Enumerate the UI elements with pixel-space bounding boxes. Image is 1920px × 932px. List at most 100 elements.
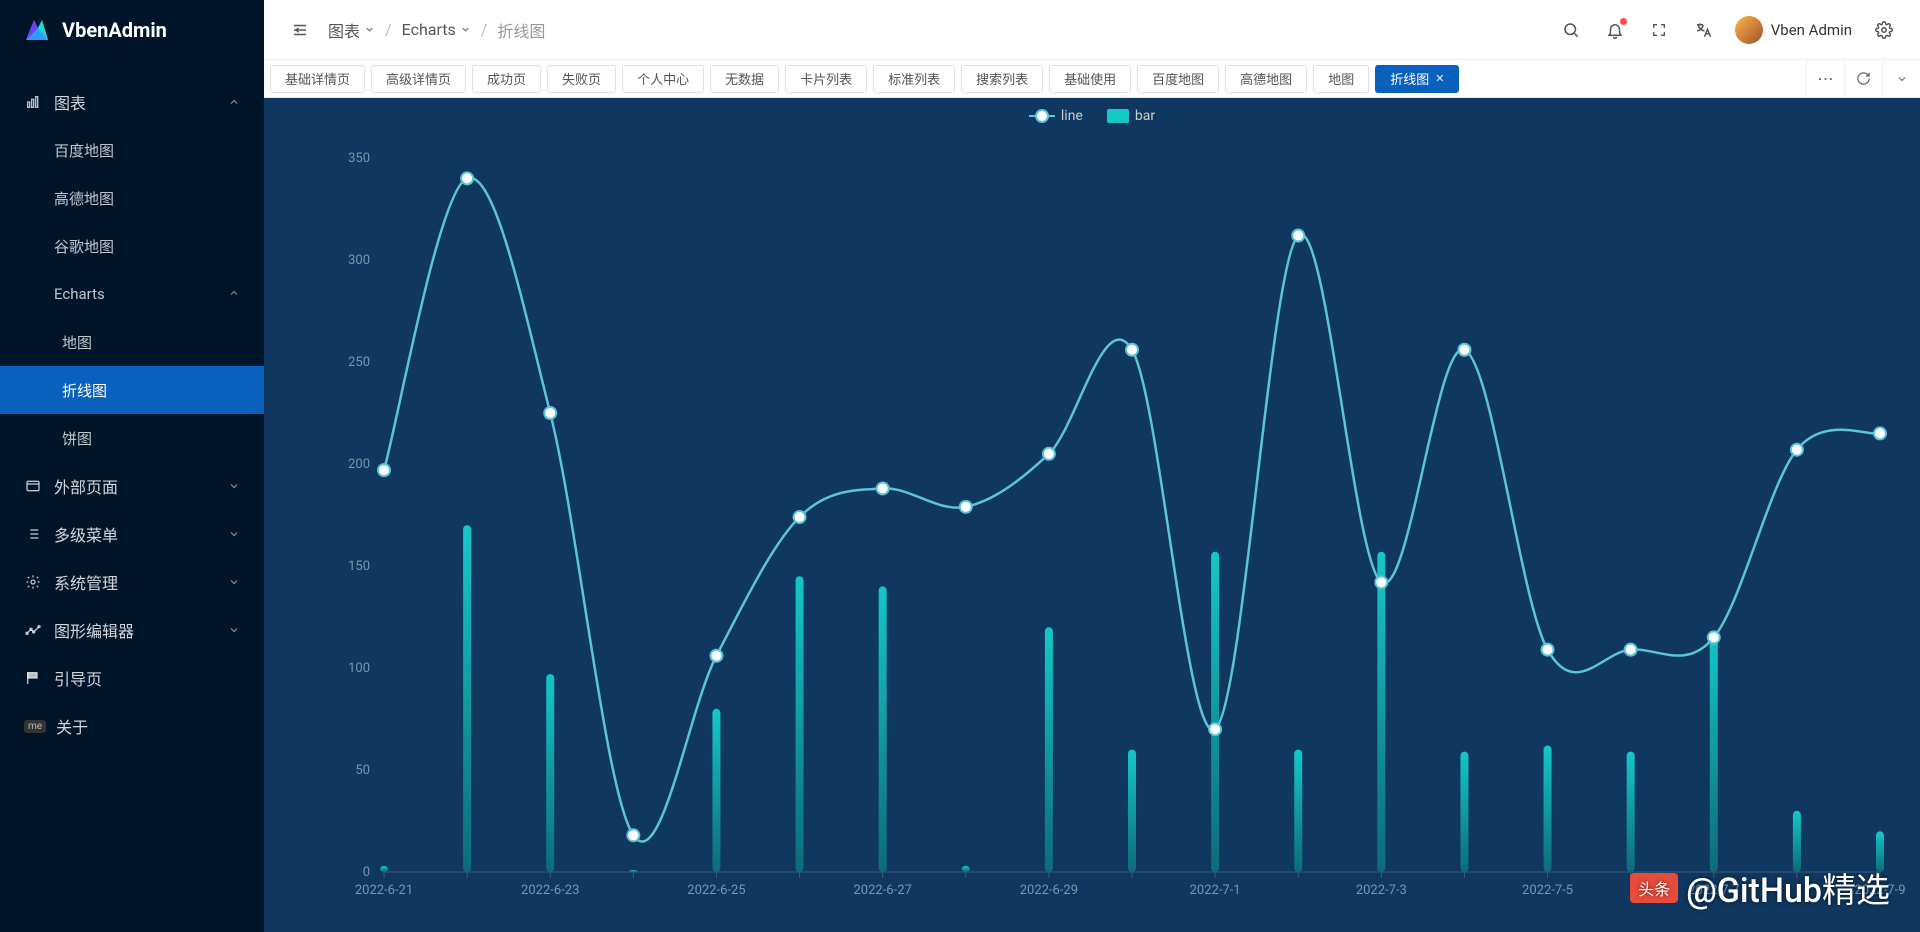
sidebar-item[interactable]: 谷歌地图: [0, 222, 264, 270]
chevron-up-icon: [228, 285, 240, 303]
sidebar-item[interactable]: 外部页面: [0, 462, 264, 510]
tab[interactable]: 高级详情页: [371, 65, 466, 93]
svg-text:250: 250: [348, 355, 370, 370]
sidebar-item-label: 高德地图: [54, 188, 114, 209]
sidebar-item[interactable]: 引导页: [0, 654, 264, 702]
sidebar-item-label: 百度地图: [54, 140, 114, 161]
tab[interactable]: 地图: [1313, 65, 1369, 93]
sidebar-item-label: 饼图: [62, 428, 92, 449]
svg-text:2022-7-1: 2022-7-1: [1190, 883, 1241, 898]
tabs-more-button[interactable]: ⋯: [1806, 60, 1844, 98]
sidebar-item[interactable]: 系统管理: [0, 558, 264, 606]
breadcrumb-item[interactable]: Echarts: [402, 20, 471, 39]
sidebar-item[interactable]: 高德地图: [0, 174, 264, 222]
sidebar-item-label: 引导页: [54, 666, 102, 690]
search-button[interactable]: [1551, 10, 1591, 50]
svg-text:2022-7-7: 2022-7-7: [1688, 883, 1739, 898]
tab-label: 个人中心: [637, 69, 689, 88]
user-menu[interactable]: Vben Admin: [1727, 16, 1860, 44]
sidebar-item-label: 谷歌地图: [54, 236, 114, 257]
tabs-bar: 基础详情页 高级详情页 成功页 失败页 个人中心 无数据卡片列表 标准列表 搜索列表 基础使用 百…: [264, 60, 1920, 98]
chevron-down-icon: [228, 621, 240, 640]
tab-label: 标准列表: [888, 69, 940, 88]
notification-button[interactable]: [1595, 10, 1635, 50]
sidebar-item-label: 关于: [56, 714, 88, 738]
chevron-down-icon: [364, 20, 375, 39]
tab[interactable]: 成功页: [472, 65, 541, 93]
chart-icon: [24, 93, 42, 111]
tab[interactable]: 无数据: [710, 65, 779, 93]
svg-text:2022-7-9: 2022-7-9: [1854, 883, 1905, 898]
sidebar-item-label: 图形编辑器: [54, 618, 134, 642]
svg-text:2022-6-21: 2022-6-21: [355, 883, 413, 898]
legend-line[interactable]: line: [1029, 108, 1083, 124]
chevron-up-icon: [228, 93, 240, 112]
sidebar-item[interactable]: me 关于: [0, 702, 264, 750]
sidebar-item-label: 地图: [62, 332, 92, 353]
tab[interactable]: 搜索列表: [961, 65, 1043, 93]
tab-label: 高德地图: [1240, 69, 1292, 88]
svg-text:100: 100: [348, 661, 370, 676]
svg-text:0: 0: [363, 865, 370, 880]
sidebar-item[interactable]: 图形编辑器: [0, 606, 264, 654]
breadcrumb-item[interactable]: 图表: [328, 18, 375, 42]
sidebar: VbenAdmin 图表百度地图高德地图谷歌地图 Echarts 地图折线图饼图外部…: [0, 0, 264, 932]
tab-label: 百度地图: [1152, 69, 1204, 88]
logo[interactable]: VbenAdmin: [0, 0, 264, 60]
sidebar-item-label: 折线图: [62, 380, 107, 401]
sidebar-item[interactable]: 折线图: [0, 366, 264, 414]
legend-bar[interactable]: bar: [1107, 108, 1155, 124]
locale-button[interactable]: [1683, 10, 1723, 50]
chevron-down-icon: [228, 525, 240, 544]
sidebar-item[interactable]: Echarts: [0, 270, 264, 318]
list-icon: [24, 525, 42, 543]
menu-fold-button[interactable]: [280, 10, 320, 50]
logo-text: VbenAdmin: [62, 18, 167, 42]
fullscreen-button[interactable]: [1639, 10, 1679, 50]
tab[interactable]: 折线图✕: [1375, 65, 1459, 93]
avatar: [1735, 16, 1763, 44]
settings-button[interactable]: [1864, 10, 1904, 50]
svg-text:50: 50: [355, 763, 370, 778]
tab[interactable]: 基础使用: [1049, 65, 1131, 93]
svg-text:2022-7-3: 2022-7-3: [1356, 883, 1407, 898]
tabs-dropdown-button[interactable]: [1882, 60, 1920, 98]
sidebar-item[interactable]: 地图: [0, 318, 264, 366]
content: 0501001502002503003502022-6-212022-6-232…: [264, 98, 1920, 932]
tab[interactable]: 基础详情页: [270, 65, 365, 93]
sidebar-item-label: 多级菜单: [54, 522, 118, 546]
sidebar-item[interactable]: 多级菜单: [0, 510, 264, 558]
sidebar-item[interactable]: 饼图: [0, 414, 264, 462]
tab[interactable]: 失败页: [547, 65, 616, 93]
flag-icon: [24, 669, 42, 687]
sidebar-item-label: Echarts: [54, 285, 105, 303]
svg-text:150: 150: [348, 559, 370, 574]
tab-label: 成功页: [487, 69, 526, 88]
breadcrumb-separator: /: [481, 20, 488, 39]
gear-icon: [24, 573, 42, 591]
tab[interactable]: 卡片列表: [785, 65, 867, 93]
tab[interactable]: 高德地图: [1225, 65, 1307, 93]
chart-panel: 0501001502002503003502022-6-212022-6-232…: [264, 98, 1920, 932]
breadcrumb: 图表/Echarts/折线图: [328, 18, 545, 42]
sidebar-item[interactable]: 图表: [0, 78, 264, 126]
close-icon[interactable]: ✕: [1435, 72, 1444, 85]
sidebar-item-label: 图表: [54, 90, 86, 114]
svg-text:2022-6-25: 2022-6-25: [687, 883, 745, 898]
tab[interactable]: 百度地图: [1137, 65, 1219, 93]
me-badge-icon: me: [24, 720, 46, 733]
notification-dot-icon: [1620, 18, 1627, 25]
tab-label: 地图: [1328, 69, 1354, 88]
tabs-refresh-button[interactable]: [1844, 60, 1882, 98]
tab[interactable]: 标准列表: [873, 65, 955, 93]
tab-label: 搜索列表: [976, 69, 1028, 88]
sidebar-item[interactable]: 百度地图: [0, 126, 264, 174]
tab[interactable]: 个人中心: [622, 65, 704, 93]
sidebar-item-label: 外部页面: [54, 474, 118, 498]
tab-label: 基础详情页: [285, 69, 350, 88]
svg-text:2022-6-27: 2022-6-27: [853, 883, 911, 898]
svg-text:350: 350: [348, 151, 370, 166]
line-bar-chart: 0501001502002503003502022-6-212022-6-232…: [264, 98, 1920, 932]
svg-text:200: 200: [348, 457, 370, 472]
graph-icon: [24, 621, 42, 639]
